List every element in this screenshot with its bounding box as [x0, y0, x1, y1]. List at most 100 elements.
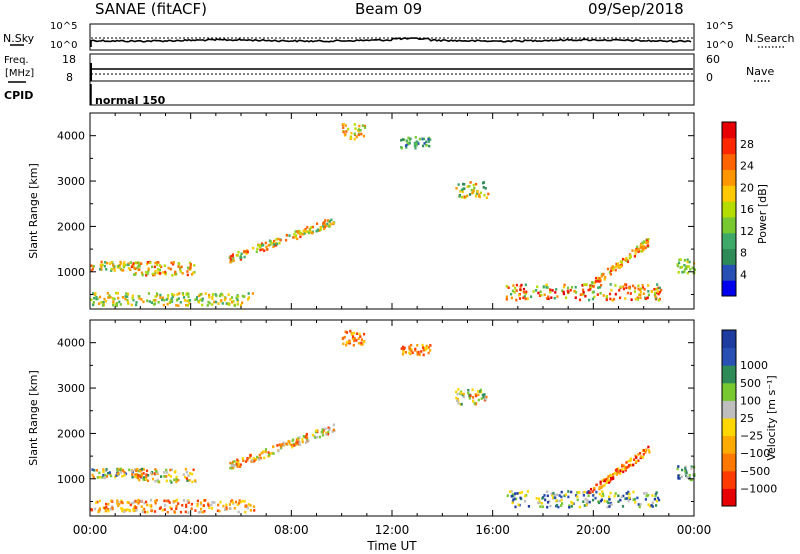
power-x-ticks: [89, 113, 695, 309]
data-point: [619, 265, 622, 268]
data-point: [133, 273, 136, 276]
data-point: [413, 141, 416, 145]
freq-panel-frame: [89, 53, 695, 82]
data-point: [460, 402, 463, 406]
data-point: [429, 344, 432, 347]
data-point: [241, 499, 244, 503]
data-point: [624, 297, 627, 300]
data-point: [112, 300, 115, 303]
data-point: [342, 126, 345, 129]
data-point: [254, 458, 257, 461]
data-point: [208, 295, 211, 299]
data-point: [647, 284, 650, 287]
data-point: [567, 490, 570, 493]
data-point: [143, 510, 146, 514]
data-point: [201, 303, 204, 307]
colorbar-tick-label: −500: [740, 465, 770, 478]
data-point: [639, 503, 642, 506]
data-point: [175, 272, 178, 276]
data-point: [609, 297, 612, 301]
data-point: [95, 469, 98, 472]
data-point: [632, 498, 635, 502]
colorbar-tick-label: 28: [740, 138, 754, 151]
data-point: [626, 291, 629, 295]
data-point: [137, 295, 140, 298]
data-point: [143, 501, 146, 505]
data-point: [360, 343, 363, 346]
data-point: [617, 265, 621, 269]
data-point: [456, 392, 459, 396]
colorbar-swatch: [722, 330, 736, 349]
data-point: [316, 222, 319, 225]
colorbar-swatch: [722, 400, 736, 419]
data-point: [137, 469, 140, 473]
data-point: [152, 299, 155, 302]
data-point: [146, 479, 150, 482]
data-point: [93, 296, 96, 300]
data-point: [656, 290, 659, 293]
data-point: [428, 144, 431, 148]
data-point: [358, 332, 361, 336]
data-point: [677, 271, 680, 274]
data-point: [211, 293, 214, 296]
data-point: [234, 500, 238, 504]
data-point: [351, 333, 354, 336]
data-point: [505, 298, 508, 301]
data-point: [305, 432, 308, 436]
data-point: [599, 499, 602, 503]
data-point: [647, 494, 650, 497]
data-point: [109, 295, 112, 299]
data-point: [576, 498, 579, 502]
data-point: [558, 494, 561, 497]
data-point: [625, 466, 628, 469]
data-point: [247, 296, 250, 299]
data-point: [683, 270, 686, 274]
data-point: [163, 499, 166, 503]
data-point: [99, 295, 102, 299]
data-point: [147, 292, 150, 295]
data-point: [228, 503, 231, 506]
data-point: [352, 343, 355, 347]
data-point: [309, 226, 312, 229]
data-point: [524, 499, 527, 503]
data-point: [237, 295, 240, 298]
data-point: [472, 396, 475, 399]
data-point: [549, 290, 552, 294]
data-point: [243, 250, 246, 253]
data-point: [110, 499, 113, 503]
data-point: [570, 286, 574, 289]
colorbar-swatch: [722, 122, 736, 139]
data-point: [562, 290, 565, 294]
data-point: [536, 285, 539, 289]
data-point: [119, 262, 122, 265]
data-point: [136, 476, 139, 480]
data-point: [225, 503, 228, 507]
data-point: [535, 289, 538, 292]
data-point: [425, 144, 428, 147]
data-point: [363, 332, 366, 336]
colorbar-tick-label: 20: [740, 181, 754, 194]
data-point: [351, 335, 355, 338]
data-point: [681, 468, 684, 472]
data-point: [93, 469, 96, 472]
data-point: [636, 496, 639, 500]
data-point: [518, 293, 521, 297]
colorbar-tick-label: 8: [740, 247, 747, 260]
velocity-y-axis-label: Slant Range [km]: [27, 370, 40, 466]
data-point: [239, 500, 242, 504]
data-point: [622, 494, 625, 498]
data-point: [186, 499, 189, 503]
data-point: [645, 491, 648, 495]
data-point: [136, 266, 139, 269]
data-point: [231, 253, 234, 256]
data-point: [157, 261, 160, 264]
colorbar-swatch: [722, 264, 736, 281]
data-point: [352, 331, 356, 335]
data-point: [153, 472, 156, 475]
data-point: [295, 234, 298, 237]
data-point: [150, 301, 153, 304]
data-point: [307, 439, 310, 442]
data-point: [543, 494, 546, 497]
data-point: [630, 298, 633, 301]
data-point: [194, 298, 197, 301]
